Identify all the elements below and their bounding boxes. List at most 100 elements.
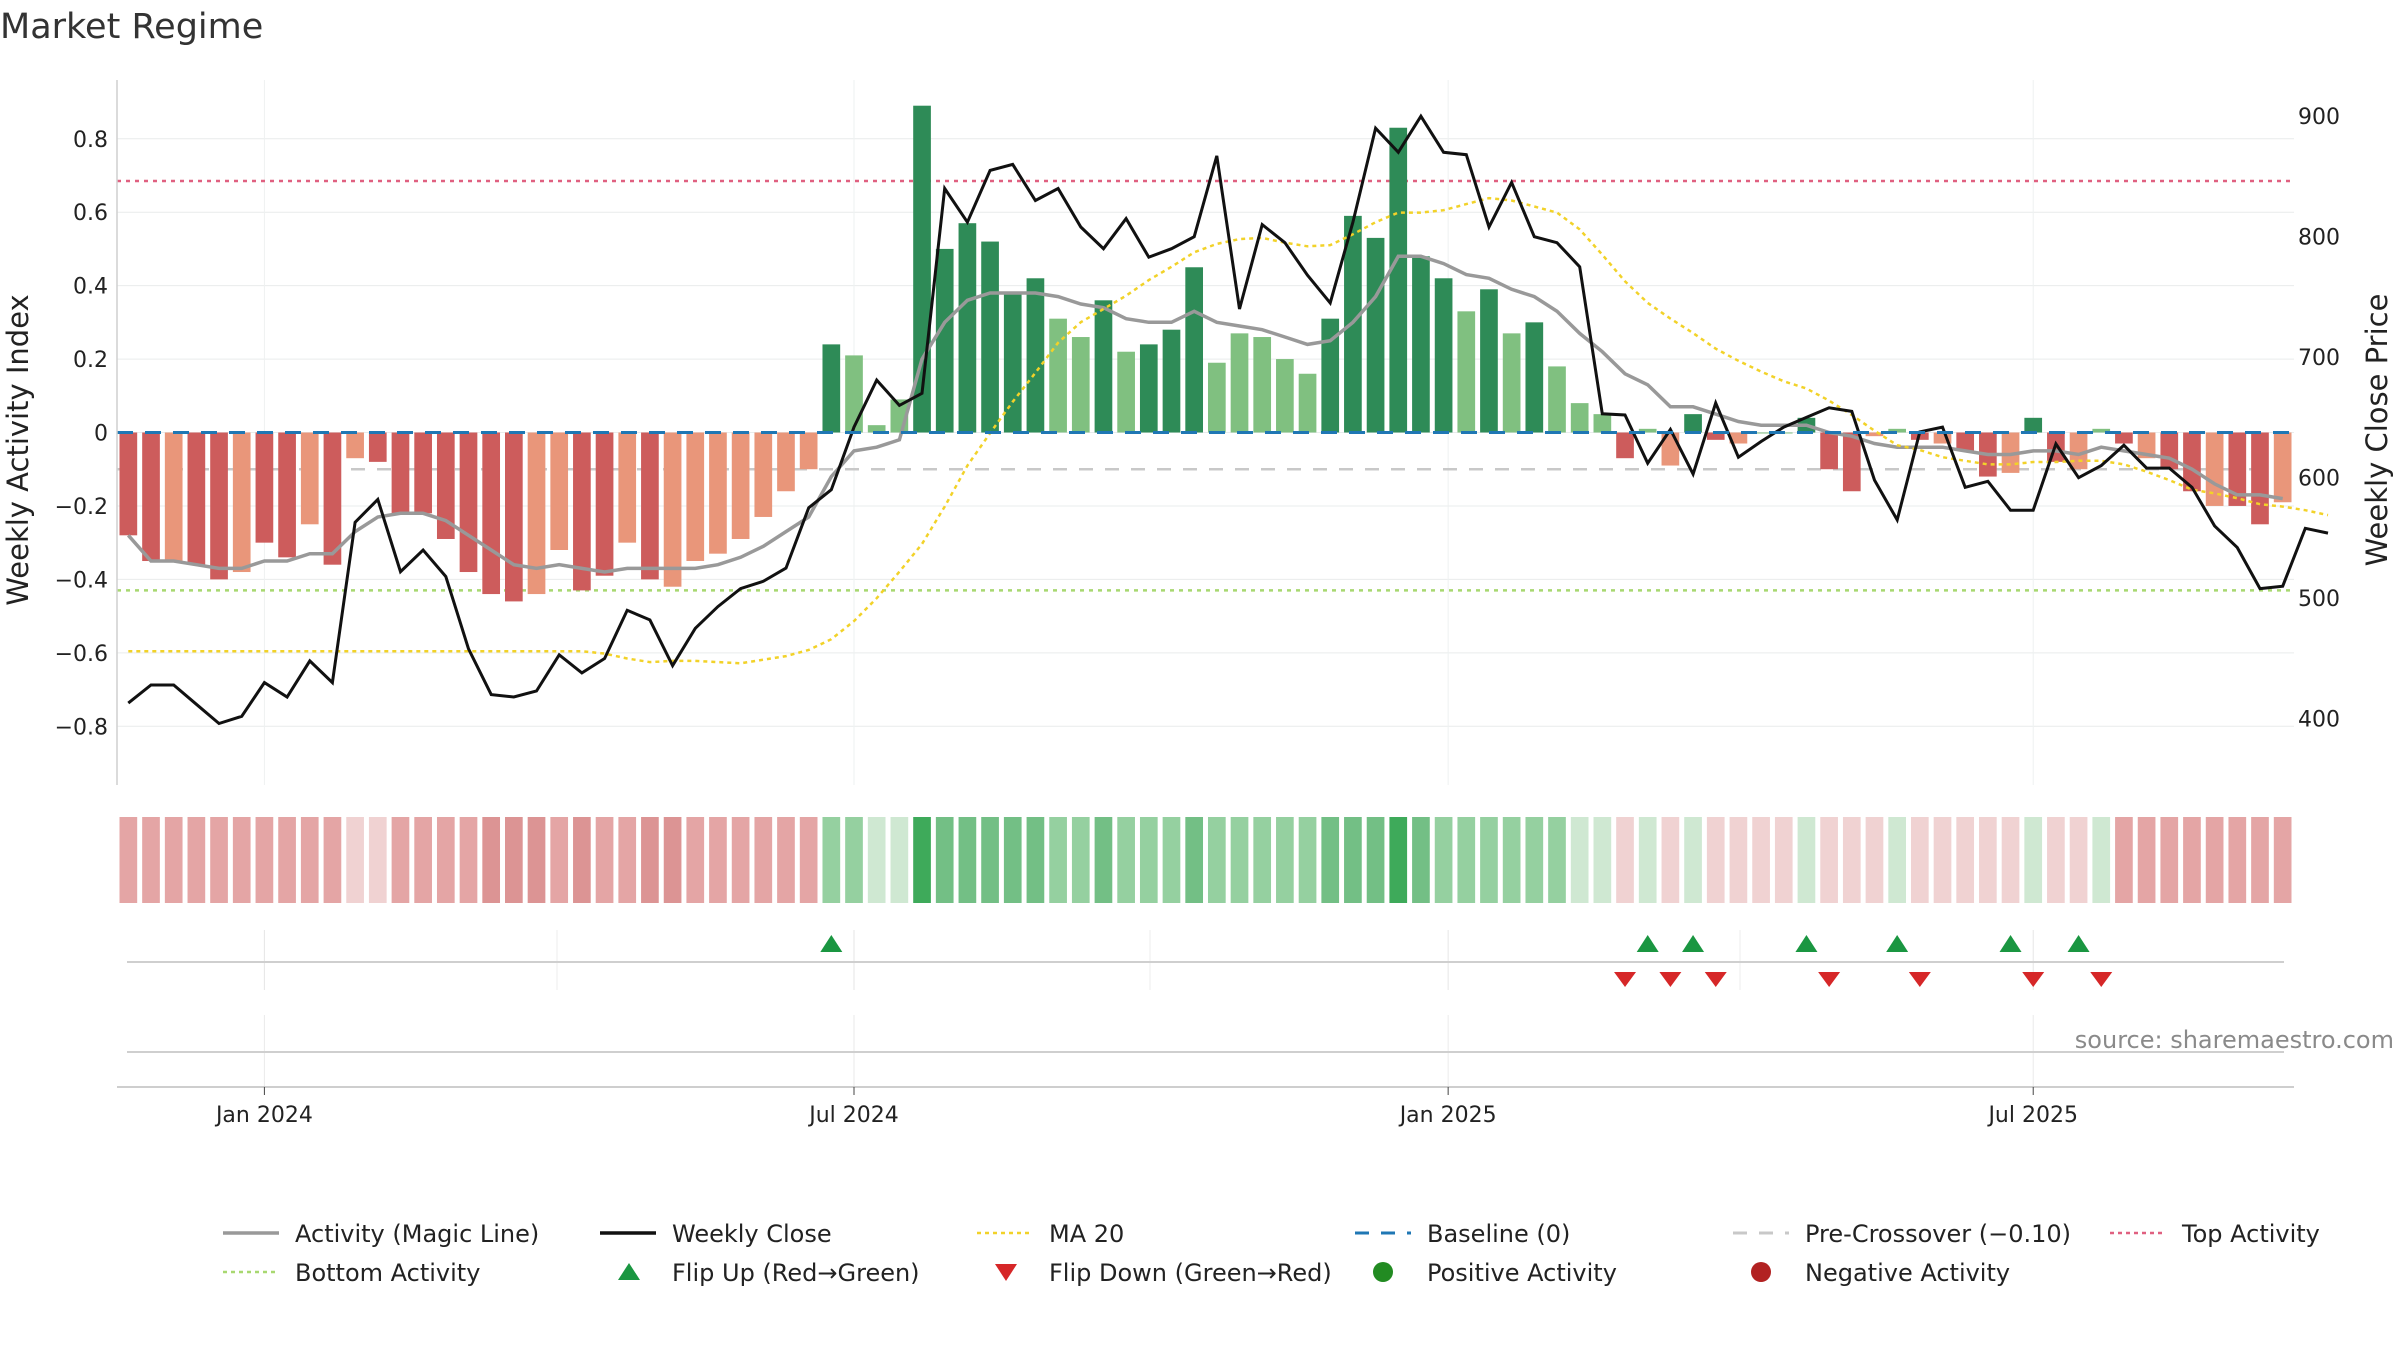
activity-bar bbox=[981, 241, 999, 433]
activity-bar bbox=[1276, 359, 1294, 433]
activity-bar bbox=[1434, 278, 1453, 433]
right-tick-label: 900 bbox=[2298, 105, 2340, 130]
activity-bar bbox=[1071, 337, 1090, 433]
activity-bar bbox=[459, 432, 478, 573]
heat-strip-cell bbox=[2228, 817, 2247, 903]
flip-up-marker bbox=[1795, 935, 1818, 952]
x-tick-label: Jan 2025 bbox=[1398, 1103, 1497, 1128]
activity-bar bbox=[527, 432, 546, 595]
heat-strip-cell bbox=[1752, 817, 1770, 903]
heat-strip-cell bbox=[300, 817, 319, 903]
heat-strip-cell bbox=[436, 817, 455, 903]
activity-bar bbox=[1457, 311, 1476, 433]
flip-up-marker bbox=[2067, 935, 2090, 952]
heat-strip-cell bbox=[845, 817, 863, 903]
activity-bar bbox=[754, 432, 773, 517]
heat-strip-cell bbox=[1344, 817, 1362, 903]
activity-bar bbox=[1888, 428, 1906, 433]
heat-strip-cell bbox=[663, 817, 682, 903]
activity-bar bbox=[1956, 432, 1975, 451]
activity-bar bbox=[958, 223, 977, 433]
heat-strip-cell bbox=[1570, 817, 1589, 903]
heat-strip-cell bbox=[731, 817, 750, 903]
activity-bar bbox=[278, 432, 296, 558]
heat-strip-cell bbox=[1706, 817, 1725, 903]
heat-strip-cell bbox=[1684, 817, 1702, 903]
activity-bar bbox=[799, 432, 818, 470]
weekly-close-line bbox=[127, 113, 2329, 726]
activity-bar bbox=[142, 432, 160, 562]
heat-strip-cell bbox=[2069, 817, 2088, 903]
heat-strip-cell bbox=[164, 817, 183, 903]
heat-strip-cell bbox=[391, 817, 410, 903]
activity-bar bbox=[1842, 432, 1861, 492]
flip-down-marker bbox=[1614, 972, 1637, 987]
heat-strip-cell bbox=[1525, 817, 1544, 903]
heat-strip-cell bbox=[2205, 817, 2224, 903]
heat-strip-cell bbox=[1548, 817, 1566, 903]
legend-swatch bbox=[1751, 1262, 1771, 1282]
legend-item: Top Activity bbox=[2110, 1220, 2320, 1248]
flip-down-marker bbox=[2022, 972, 2045, 987]
activity-bar bbox=[1865, 432, 1884, 437]
right-tick-label: 700 bbox=[2298, 346, 2340, 371]
flip-markers-panel bbox=[127, 935, 2284, 1053]
left-tick-label: −0.6 bbox=[55, 642, 108, 667]
flip-up-marker bbox=[820, 935, 843, 952]
heat-strip-cell bbox=[867, 817, 886, 903]
heat-strip-cell bbox=[2137, 817, 2156, 903]
activity-bar bbox=[1525, 322, 1544, 433]
heat-strip-cell bbox=[1661, 817, 1680, 903]
right-tick-label: 800 bbox=[2298, 226, 2340, 251]
activity-bar bbox=[1366, 237, 1385, 433]
heat-strip-cell bbox=[799, 817, 818, 903]
heat-strip-cell bbox=[1729, 817, 1748, 903]
activity-bar bbox=[595, 432, 614, 576]
left-tick-label: 0 bbox=[94, 422, 108, 447]
activity-bar bbox=[1570, 403, 1589, 433]
heat-strip-cell bbox=[1185, 817, 1204, 903]
activity-bar bbox=[119, 432, 138, 536]
right-tick-label: 600 bbox=[2298, 467, 2340, 492]
heat-strip-cell bbox=[1774, 817, 1793, 903]
left-axis-label: Weekly Activity Index bbox=[1, 294, 35, 605]
flip-up-marker bbox=[1999, 935, 2022, 952]
flip-up-marker bbox=[1886, 935, 1909, 952]
heat-strip-cell bbox=[232, 817, 251, 903]
heat-strip-cell bbox=[414, 817, 432, 903]
heat-strip-cell bbox=[913, 817, 931, 903]
legend-label: Flip Down (Green→Red) bbox=[1049, 1259, 1332, 1287]
grid-lines bbox=[117, 80, 2294, 1087]
activity-bar bbox=[1139, 344, 1158, 433]
activity-bar bbox=[2273, 432, 2292, 503]
heat-strip-cell bbox=[1412, 817, 1430, 903]
activity-bar bbox=[323, 432, 342, 565]
heat-strip-cell bbox=[1910, 817, 1929, 903]
series-lines bbox=[117, 113, 2329, 726]
heat-strip-cell bbox=[323, 817, 342, 903]
heat-strip-cell bbox=[142, 817, 160, 903]
activity-bar bbox=[300, 432, 319, 525]
heat-strip-cell bbox=[187, 817, 206, 903]
activity-bar bbox=[1729, 432, 1748, 444]
activity-bar bbox=[436, 432, 455, 539]
legend-label: Bottom Activity bbox=[295, 1259, 480, 1287]
flip-down-marker bbox=[1908, 972, 1931, 987]
legend-label: Weekly Close bbox=[672, 1220, 832, 1248]
legend-label: Pre-Crossover (−0.10) bbox=[1805, 1220, 2071, 1248]
legend-item: MA 20 bbox=[977, 1220, 1124, 1248]
flip-up-marker bbox=[1636, 935, 1659, 952]
heat-strip-cell bbox=[822, 817, 841, 903]
heat-strip-cell bbox=[1321, 817, 1340, 903]
activity-bar bbox=[1207, 362, 1226, 433]
heat-strip-cell bbox=[1502, 817, 1521, 903]
heat-strip-cell bbox=[482, 817, 501, 903]
legend-item: Bottom Activity bbox=[223, 1259, 480, 1287]
activity-bar bbox=[663, 432, 682, 587]
legend-label: Flip Up (Red→Green) bbox=[672, 1259, 920, 1287]
heat-strip-cell bbox=[1593, 817, 1612, 903]
activity-bar bbox=[1593, 414, 1612, 433]
activity-bar bbox=[2115, 432, 2133, 444]
ma20-line bbox=[128, 196, 2329, 665]
legend-item: Flip Up (Red→Green) bbox=[618, 1259, 920, 1287]
